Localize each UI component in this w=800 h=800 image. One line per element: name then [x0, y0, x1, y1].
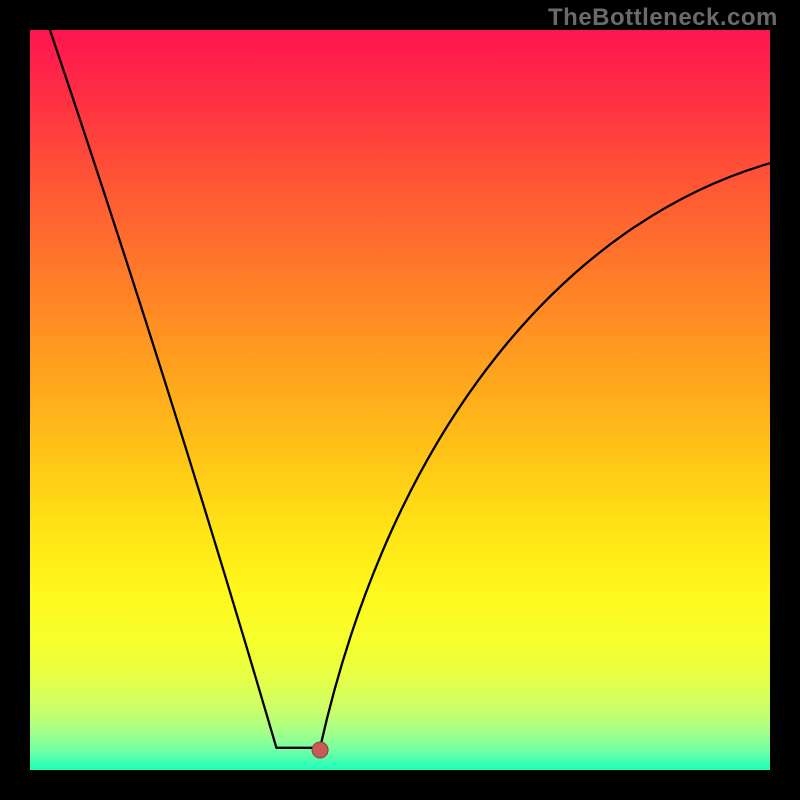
watermark-text: TheBottleneck.com — [548, 4, 778, 32]
chart-background — [30, 30, 770, 770]
bottleneck-chart — [30, 30, 770, 770]
optimum-marker — [312, 742, 328, 758]
